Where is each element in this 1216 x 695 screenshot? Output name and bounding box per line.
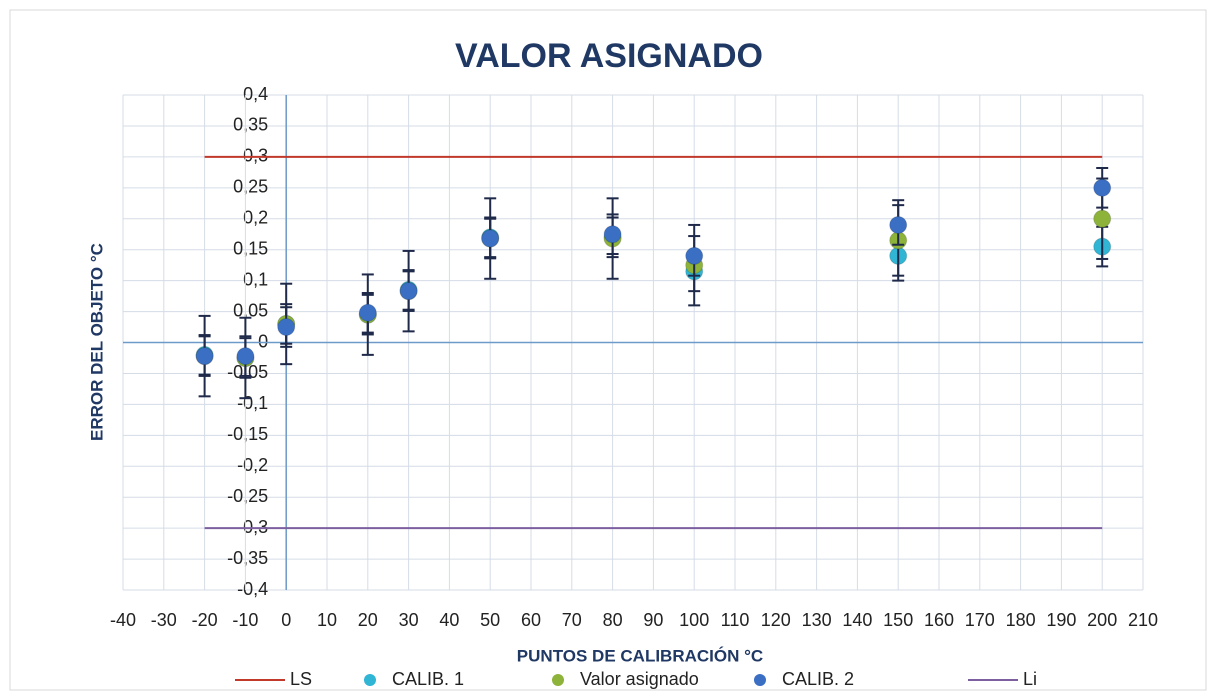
scatter-point (889, 215, 908, 234)
scatter-point (195, 347, 214, 366)
y-tick-label: -0,35 (227, 548, 268, 568)
x-tick-label: 100 (679, 610, 709, 630)
legend-label: CALIB. 1 (392, 669, 464, 689)
x-tick-label: 20 (358, 610, 378, 630)
x-tick-label: -10 (232, 610, 258, 630)
x-tick-label: -40 (110, 610, 136, 630)
x-tick-label: 10 (317, 610, 337, 630)
legend-swatch (552, 674, 564, 686)
x-axis-title: PUNTOS DE CALIBRACIÓN °C (517, 646, 763, 665)
x-tick-label: 130 (802, 610, 832, 630)
x-tick-label: 110 (721, 610, 750, 630)
legend-swatch (754, 674, 766, 686)
x-tick-label: 200 (1087, 610, 1117, 630)
x-tick-label: 50 (480, 610, 500, 630)
y-tick-label: -0,15 (227, 424, 268, 444)
x-tick-label: 190 (1046, 610, 1076, 630)
scatter-point (481, 229, 500, 248)
x-tick-label: 0 (281, 610, 291, 630)
x-tick-label: 150 (883, 610, 913, 630)
legend-swatch (364, 674, 376, 686)
y-tick-label: 0,2 (243, 208, 268, 228)
x-tick-label: 40 (439, 610, 459, 630)
x-tick-label: 210 (1128, 610, 1158, 630)
scatter-point (1093, 209, 1112, 228)
scatter-point (236, 347, 255, 366)
y-tick-label: -0,4 (237, 579, 268, 599)
y-tick-label: 0,25 (233, 177, 268, 197)
x-tick-label: 140 (842, 610, 872, 630)
y-tick-label: -0,1 (237, 393, 268, 413)
scatter-point (358, 303, 377, 322)
scatter-point (1093, 178, 1112, 197)
y-axis-title: ERROR DEL OBJETO °C (87, 243, 106, 441)
x-tick-label: -30 (151, 610, 177, 630)
x-tick-label: -20 (192, 610, 218, 630)
y-tick-label: 0,3 (243, 146, 268, 166)
scatter-point (603, 225, 622, 244)
chart-border (9, 9, 1207, 691)
y-tick-label: -0,05 (227, 362, 268, 382)
x-tick-label: 70 (562, 610, 582, 630)
y-tick-label: -0,2 (237, 455, 268, 475)
x-tick-label: 180 (1006, 610, 1036, 630)
y-tick-label: -0,3 (237, 517, 268, 537)
x-tick-label: 120 (761, 610, 791, 630)
chart-title: VALOR ASIGNADO (455, 37, 763, 75)
x-tick-label: 80 (603, 610, 623, 630)
scatter-point (685, 246, 704, 265)
y-tick-label: 0,4 (243, 84, 268, 104)
x-tick-label: 60 (521, 610, 541, 630)
y-tick-label: 0 (258, 331, 268, 351)
y-tick-label: 0,1 (243, 269, 268, 289)
scatter-point (277, 318, 296, 337)
x-tick-label: 170 (965, 610, 995, 630)
x-tick-label: 90 (643, 610, 663, 630)
legend-label: Valor asignado (580, 669, 699, 689)
y-tick-label: 0,35 (233, 115, 268, 135)
legend-label: LS (290, 669, 312, 689)
y-tick-label: 0,05 (233, 300, 268, 320)
legend-label: Li (1023, 669, 1037, 689)
y-tick-label: 0,15 (233, 238, 268, 258)
x-tick-label: 30 (399, 610, 419, 630)
scatter-point (399, 282, 418, 301)
legend-label: CALIB. 2 (782, 669, 854, 689)
y-tick-label: -0,25 (227, 486, 268, 506)
x-tick-label: 160 (924, 610, 954, 630)
